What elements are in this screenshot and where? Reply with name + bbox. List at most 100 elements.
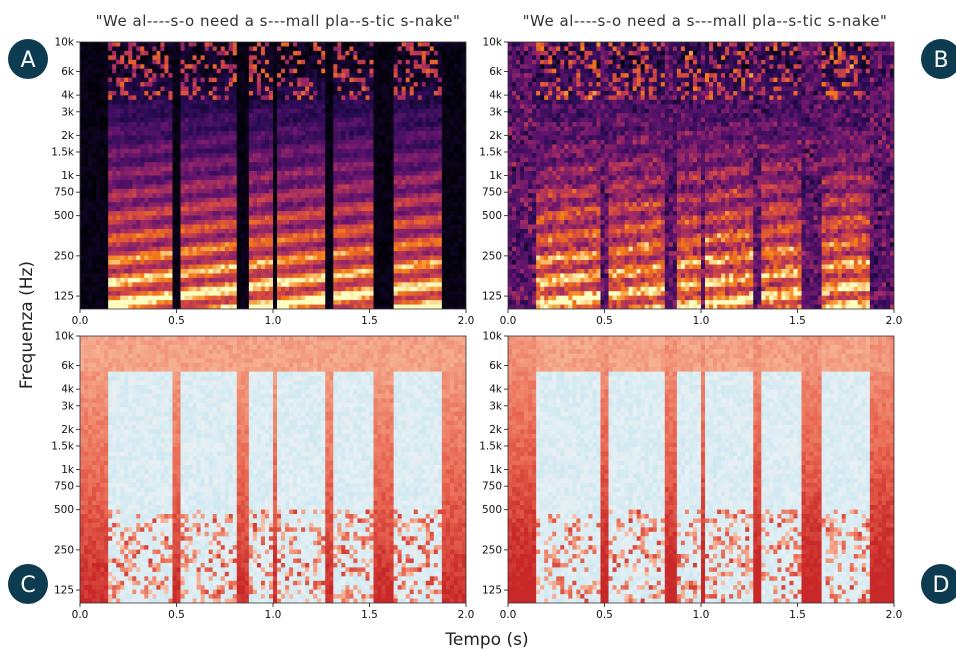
heatmap-cell: [409, 300, 415, 306]
heatmap-cell: [341, 300, 346, 306]
heatmap-cell: [136, 224, 141, 230]
heatmap-cell: [248, 135, 254, 141]
heatmap-cell: [309, 166, 314, 172]
heatmap-cell: [333, 295, 338, 301]
heatmap-cell: [357, 304, 363, 309]
heatmap-cell: [281, 251, 286, 257]
heatmap-cell: [104, 246, 109, 252]
heatmap-cell: [116, 73, 121, 79]
heatmap-cell: [228, 139, 234, 145]
heatmap-cell: [321, 82, 326, 88]
heatmap-cell: [369, 273, 375, 279]
heatmap-cell: [333, 277, 338, 283]
heatmap-cell: [264, 220, 270, 226]
heatmap-cell: [240, 113, 246, 119]
heatmap-cell: [184, 148, 190, 154]
heatmap-cell: [273, 73, 278, 79]
heatmap-cell: [92, 95, 97, 101]
heatmap-cell: [373, 255, 379, 261]
heatmap-cell: [232, 73, 238, 79]
heatmap-cell: [220, 291, 226, 297]
heatmap-cell: [112, 282, 117, 288]
heatmap-cell: [180, 117, 186, 123]
heatmap-cell: [409, 295, 415, 301]
heatmap-cell: [148, 188, 153, 194]
heatmap-cell: [140, 228, 145, 234]
heatmap-cell: [200, 184, 206, 190]
heatmap-cell: [220, 46, 226, 52]
heatmap-cell: [188, 220, 194, 226]
heatmap-cell: [232, 108, 238, 114]
heatmap-cell: [264, 64, 270, 70]
heatmap-cell: [389, 162, 395, 168]
heatmap-cell: [393, 179, 399, 185]
heatmap-cell: [172, 295, 178, 301]
heatmap-cell: [353, 139, 359, 145]
heatmap-cell: [305, 122, 310, 128]
heatmap-cell: [204, 42, 210, 48]
heatmap-cell: [393, 215, 399, 221]
heatmap-cell: [341, 286, 346, 292]
heatmap-cell: [260, 300, 266, 306]
heatmap-cell: [244, 82, 250, 88]
heatmap-cell: [228, 188, 234, 194]
heatmap-cell: [124, 264, 129, 270]
heatmap-cell: [108, 68, 113, 74]
heatmap-cell: [228, 197, 234, 203]
heatmap-cell: [176, 264, 182, 270]
heatmap-cell: [381, 264, 387, 270]
heatmap-cell: [192, 122, 198, 128]
heatmap-cell: [152, 122, 157, 128]
heatmap-cell: [80, 255, 85, 261]
heatmap-cell: [393, 86, 399, 92]
heatmap-cell: [224, 242, 230, 248]
heatmap-cell: [248, 246, 254, 252]
heatmap-cell: [293, 126, 298, 132]
heatmap-cell: [84, 166, 89, 172]
heatmap-cell: [252, 82, 258, 88]
heatmap-cell: [305, 95, 310, 101]
heatmap-cell: [256, 113, 262, 119]
heatmap-cell: [305, 68, 310, 74]
heatmap-cell: [289, 139, 294, 145]
heatmap-cell: [80, 237, 85, 243]
heatmap-cell: [365, 211, 371, 217]
heatmap-cell: [397, 224, 403, 230]
heatmap-cell: [188, 197, 194, 203]
heatmap-cell: [164, 286, 170, 292]
heatmap-cell: [192, 50, 198, 56]
heatmap-cell: [293, 220, 298, 226]
heatmap-cell: [204, 86, 210, 92]
heatmap-cell: [168, 82, 174, 88]
heatmap-cell: [393, 246, 399, 252]
heatmap-cell: [381, 224, 387, 230]
heatmap-cell: [357, 197, 363, 203]
heatmap-cell: [361, 179, 367, 185]
heatmap-cell: [341, 206, 346, 212]
heatmap-cell: [277, 157, 282, 163]
heatmap-cell: [361, 264, 367, 270]
heatmap-cell: [132, 139, 137, 145]
heatmap-cell: [224, 304, 230, 309]
heatmap-cell: [397, 268, 403, 274]
heatmap-cell: [224, 86, 230, 92]
heatmap-cell: [156, 179, 162, 185]
heatmap-cell: [152, 139, 157, 145]
heatmap-cell: [317, 264, 322, 270]
heatmap-cell: [329, 179, 334, 185]
heatmap-cell: [264, 77, 270, 83]
heatmap-cell: [240, 73, 246, 79]
heatmap-cell: [160, 224, 166, 230]
heatmap-cell: [212, 86, 218, 92]
heatmap-cell: [172, 273, 178, 279]
heatmap-cell: [301, 277, 306, 283]
heatmap-cell: [180, 50, 186, 56]
heatmap-cell: [140, 82, 145, 88]
heatmap-cell: [172, 228, 178, 234]
heatmap-cell: [301, 139, 306, 145]
heatmap-cell: [248, 179, 254, 185]
heatmap-cell: [232, 300, 238, 306]
heatmap-cell: [152, 68, 157, 74]
heatmap-cell: [289, 64, 294, 70]
heatmap-cell: [204, 148, 210, 154]
